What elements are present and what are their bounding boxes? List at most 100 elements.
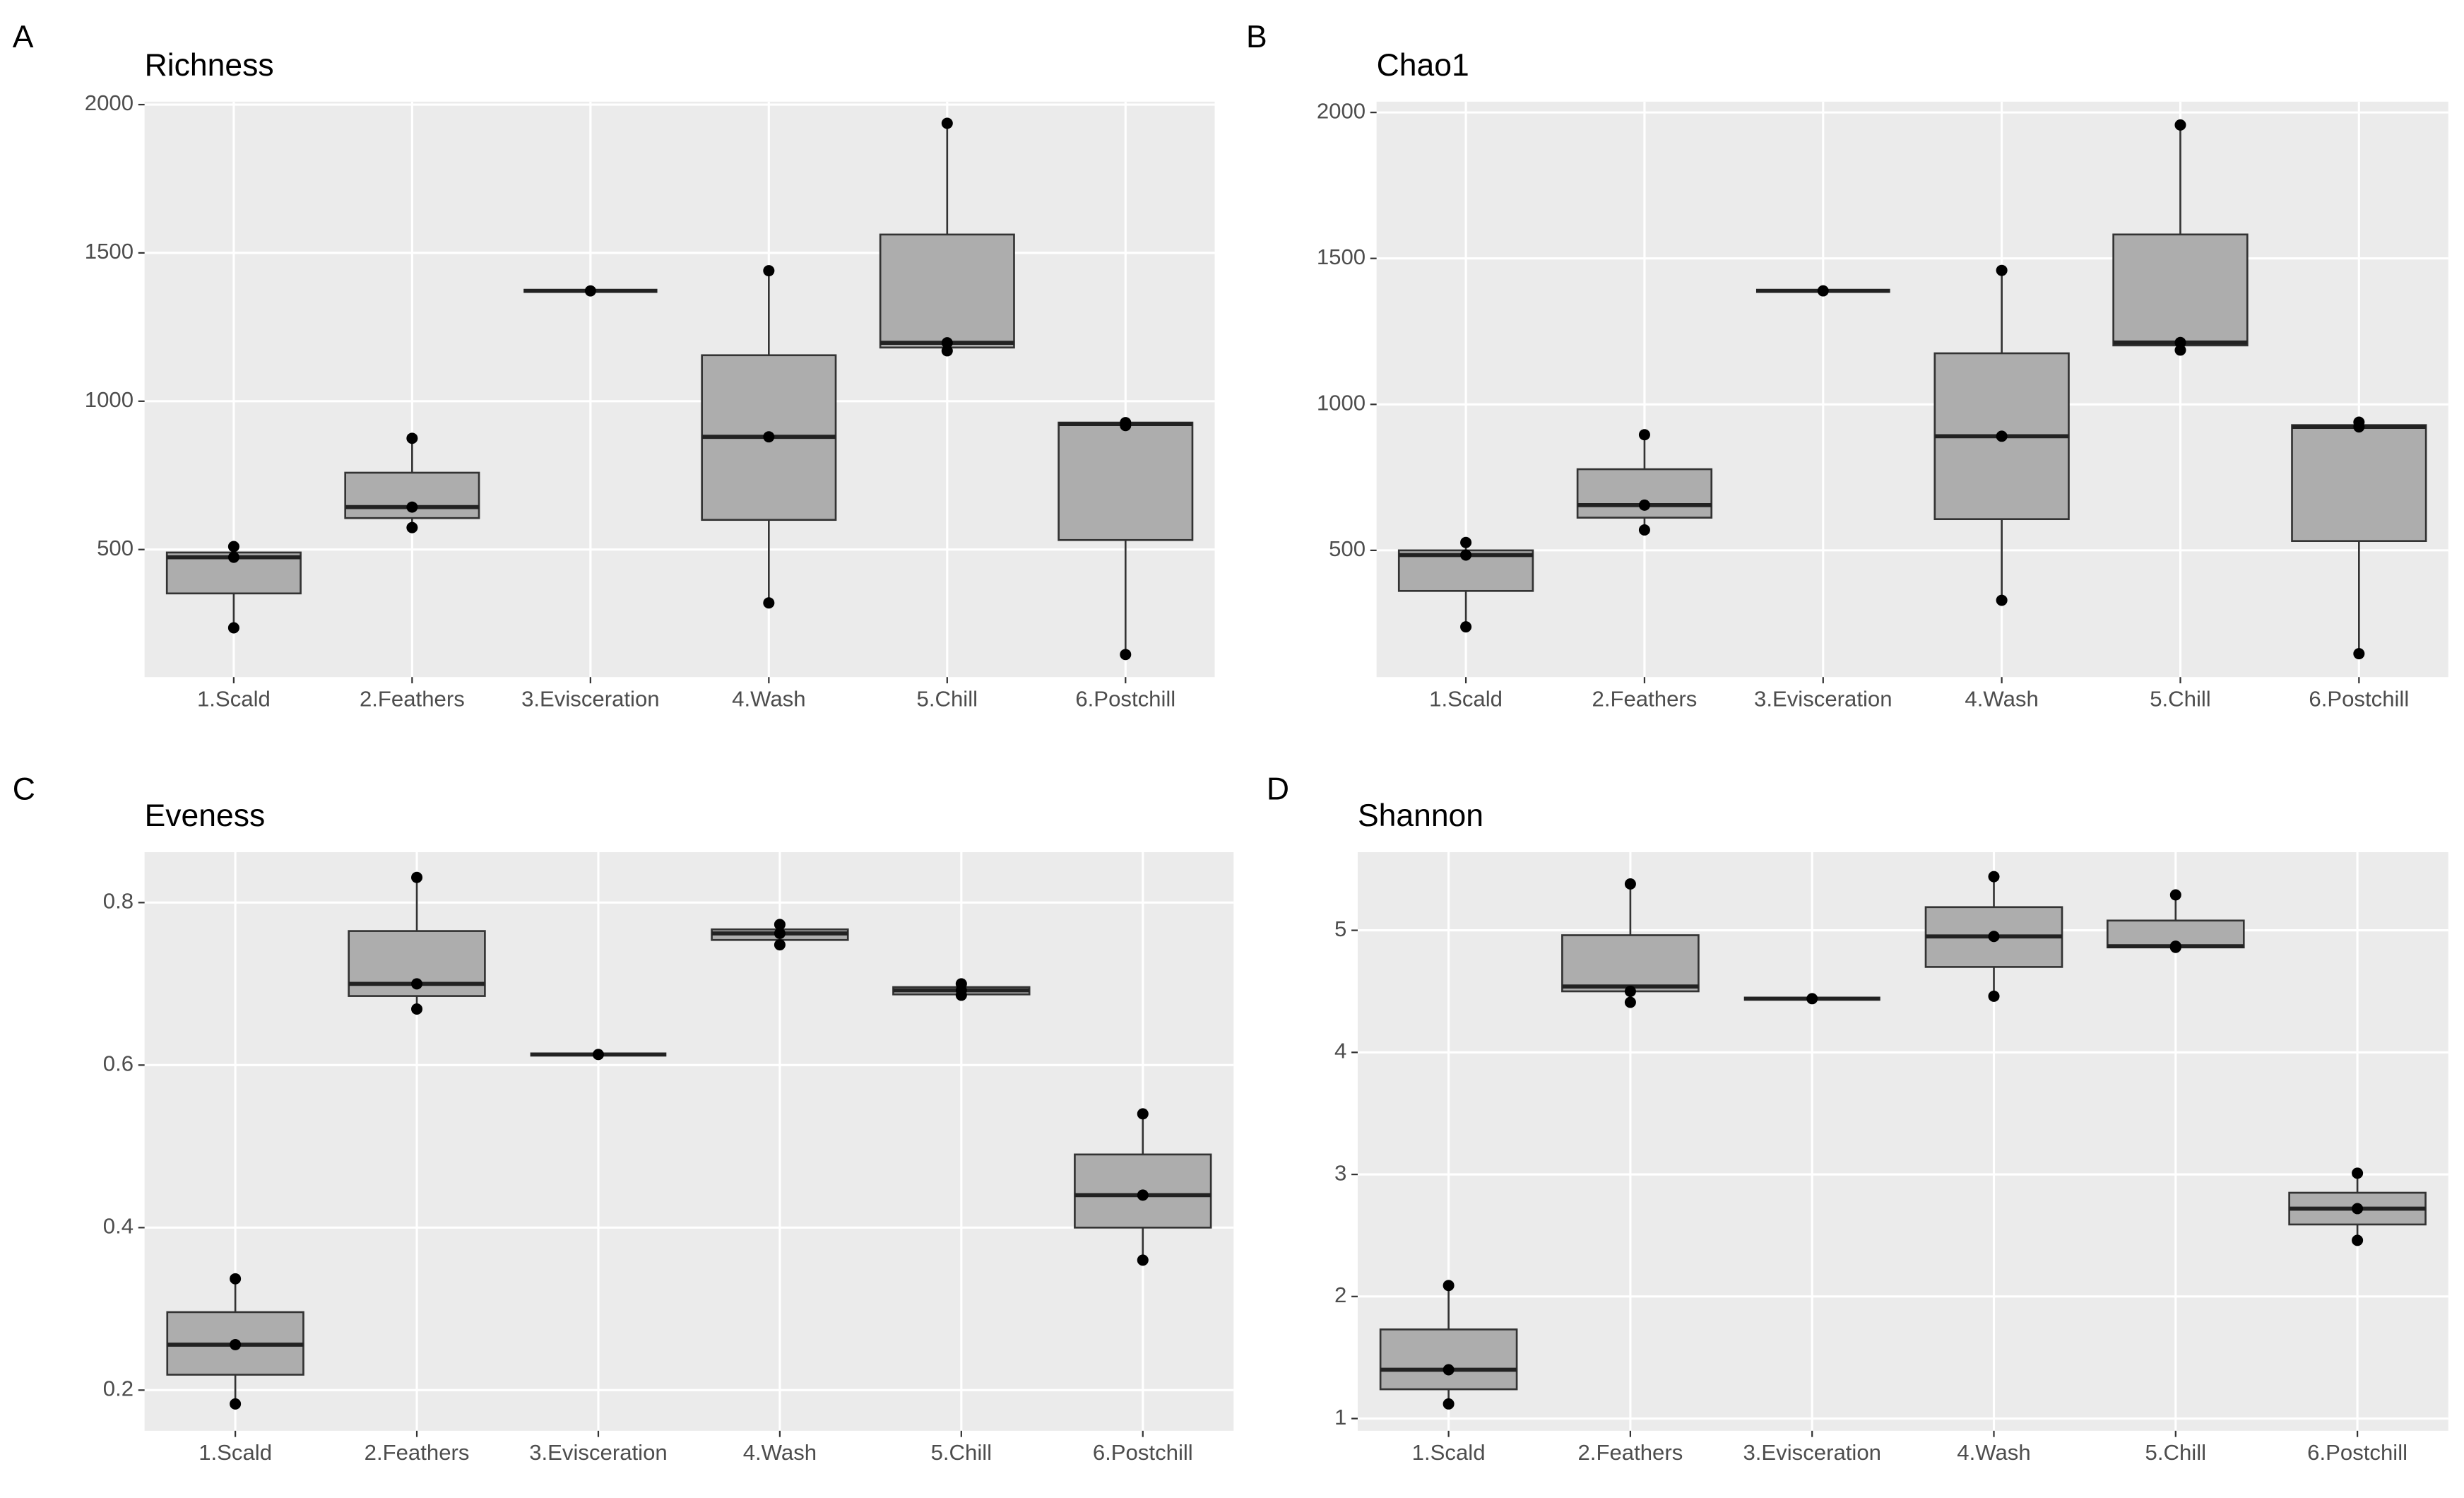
data-point xyxy=(1624,986,1636,997)
panel-label: A xyxy=(13,20,34,54)
data-point xyxy=(1460,549,1472,561)
data-point xyxy=(2169,940,2181,953)
x-tick-label: 5.Chill xyxy=(917,687,978,712)
y-tick-label: 0.2 xyxy=(103,1376,134,1401)
y-tick-label: 2000 xyxy=(85,90,134,115)
y-tick-label: 500 xyxy=(97,536,134,560)
data-point xyxy=(2353,421,2365,433)
x-tick-label: 5.Chill xyxy=(2150,687,2211,712)
data-point xyxy=(1638,429,1650,441)
data-point xyxy=(1996,264,2008,276)
data-point xyxy=(1137,1254,1149,1266)
y-tick-label: 1500 xyxy=(1317,244,1366,269)
y-tick-label: 3 xyxy=(1334,1160,1346,1185)
x-tick-label: 5.Chill xyxy=(2145,1440,2207,1465)
data-point xyxy=(1460,621,1472,633)
panel-label: D xyxy=(1267,772,1289,807)
chart-title: Richness xyxy=(145,48,274,83)
x-tick-label: 6.Postchill xyxy=(1093,1440,1193,1465)
plot-background xyxy=(144,852,1234,1431)
chart-title: Shannon xyxy=(1358,798,1483,833)
data-point xyxy=(1996,594,2008,606)
data-point xyxy=(1120,420,1132,432)
data-point xyxy=(2174,119,2186,131)
data-point xyxy=(406,521,418,533)
x-tick-label: 3.Evisceration xyxy=(521,687,660,712)
data-point xyxy=(774,939,786,951)
data-point xyxy=(1120,649,1132,661)
y-tick-label: 1 xyxy=(1334,1405,1346,1429)
data-point xyxy=(2352,1203,2364,1215)
y-tick-label: 1000 xyxy=(85,387,134,412)
y-tick-label: 500 xyxy=(1329,536,1366,561)
data-point xyxy=(2352,1234,2364,1246)
x-tick-label: 4.Wash xyxy=(732,687,805,712)
data-point xyxy=(1988,931,2000,943)
data-point xyxy=(774,928,786,940)
data-point xyxy=(227,551,239,563)
box xyxy=(2291,424,2427,542)
data-point xyxy=(763,597,775,609)
data-point xyxy=(1443,1280,1455,1292)
x-tick-label: 2.Feathers xyxy=(1578,1440,1683,1465)
x-tick-label: 1.Scald xyxy=(199,1440,272,1465)
data-point xyxy=(763,265,775,277)
x-tick-label: 6.Postchill xyxy=(1075,687,1175,712)
x-tick-label: 1.Scald xyxy=(1412,1440,1486,1465)
y-tick-label: 0.6 xyxy=(103,1051,134,1076)
y-tick-label: 5 xyxy=(1334,916,1346,941)
data-point xyxy=(1638,524,1650,536)
box xyxy=(2112,233,2249,347)
data-point xyxy=(1443,1398,1455,1410)
data-point xyxy=(411,978,423,990)
y-tick-label: 0.8 xyxy=(103,889,134,914)
x-tick-label: 3.Evisceration xyxy=(1754,687,1893,712)
x-tick-label: 1.Scald xyxy=(1429,687,1503,712)
data-point xyxy=(230,1398,242,1410)
data-point xyxy=(1624,878,1636,890)
data-point xyxy=(584,285,596,297)
data-point xyxy=(406,501,418,513)
data-point xyxy=(941,337,953,349)
box xyxy=(879,233,1015,349)
data-point xyxy=(774,919,786,931)
data-point xyxy=(406,432,418,444)
y-tick-label: 4 xyxy=(1334,1039,1346,1063)
data-point xyxy=(1806,993,1818,1005)
y-tick-label: 1500 xyxy=(85,239,134,264)
data-point xyxy=(955,989,967,1001)
data-point xyxy=(592,1049,604,1061)
data-point xyxy=(227,541,239,553)
plot-background xyxy=(144,101,1215,678)
data-point xyxy=(1996,430,2008,442)
data-point xyxy=(2353,648,2365,660)
y-tick-label: 2000 xyxy=(1317,98,1366,123)
box xyxy=(1379,1328,1518,1391)
plot-background xyxy=(1376,101,2448,678)
x-tick-label: 2.Feathers xyxy=(365,1440,470,1465)
data-point xyxy=(941,345,953,357)
data-point xyxy=(230,1273,242,1285)
data-point xyxy=(941,117,953,129)
y-tick-label: 0.4 xyxy=(103,1214,134,1239)
x-tick-label: 6.Postchill xyxy=(2309,687,2409,712)
plot-background xyxy=(1357,852,2448,1431)
panel-label: C xyxy=(13,772,35,807)
data-point xyxy=(2174,344,2186,356)
data-point xyxy=(227,622,239,634)
data-point xyxy=(1137,1108,1149,1120)
x-tick-label: 5.Chill xyxy=(931,1440,993,1465)
box xyxy=(1058,421,1194,541)
data-point xyxy=(1624,996,1636,1008)
data-point xyxy=(1817,285,1829,297)
x-tick-label: 3.Evisceration xyxy=(529,1440,668,1465)
data-point xyxy=(411,1003,423,1015)
x-tick-label: 4.Wash xyxy=(743,1440,817,1465)
data-point xyxy=(1988,871,2000,883)
data-point xyxy=(2169,889,2181,901)
box xyxy=(1561,934,1700,993)
data-point xyxy=(1988,990,2000,1002)
x-tick-label: 6.Postchill xyxy=(2307,1440,2407,1465)
data-point xyxy=(1137,1189,1149,1201)
